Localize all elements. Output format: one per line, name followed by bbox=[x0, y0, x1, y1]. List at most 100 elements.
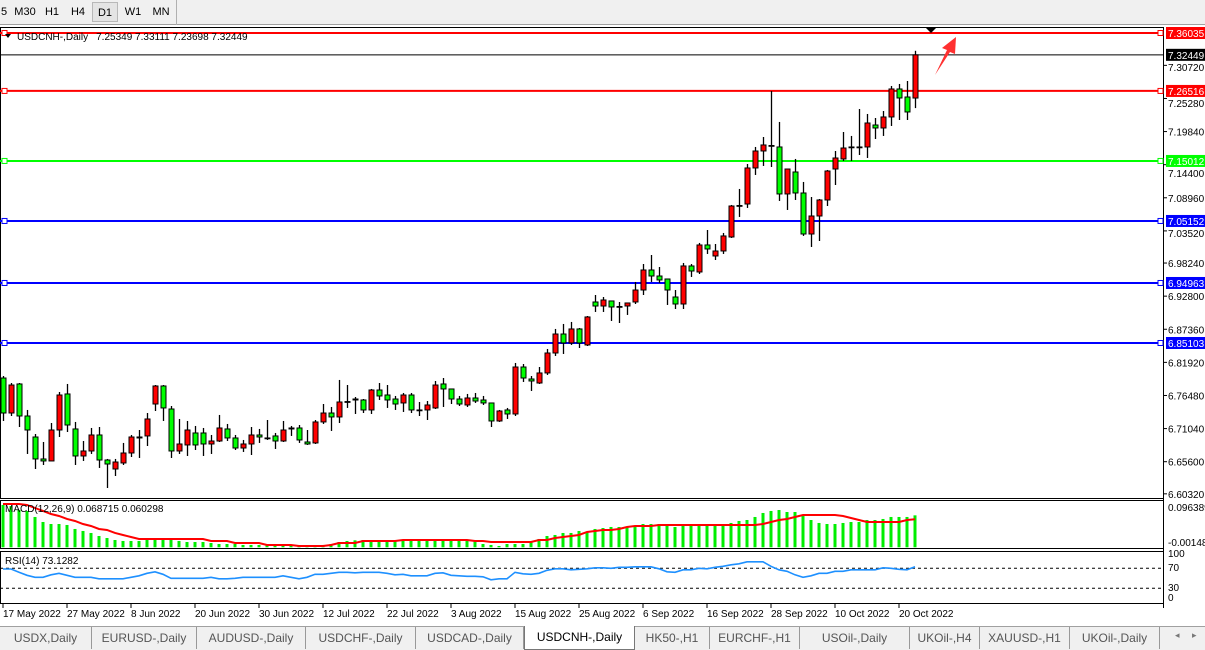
line-handle-left[interactable] bbox=[1, 157, 8, 164]
macd-histogram-bar bbox=[281, 544, 285, 548]
macd-histogram-bar bbox=[97, 536, 101, 548]
macd-histogram-bar bbox=[137, 540, 141, 548]
timeframe-button-5[interactable]: 5 bbox=[0, 6, 8, 18]
candle-bull bbox=[280, 429, 287, 442]
candle-bull bbox=[752, 150, 759, 169]
line-handle-right[interactable] bbox=[1157, 279, 1164, 286]
candle-bear bbox=[96, 434, 103, 461]
candle-bear bbox=[656, 275, 663, 281]
candle-bear bbox=[448, 388, 455, 400]
macd-histogram-bar bbox=[73, 528, 77, 548]
chart-shift-marker-icon[interactable] bbox=[926, 28, 936, 33]
macd-histogram-bar bbox=[585, 532, 589, 548]
line-handle-left[interactable] bbox=[1, 279, 8, 286]
candle-bear bbox=[64, 393, 71, 426]
timeframe-button-m30[interactable]: M30 bbox=[14, 6, 36, 18]
macd-histogram-bar bbox=[481, 544, 485, 548]
line-handle-right[interactable] bbox=[1157, 30, 1164, 36]
chart-tab[interactable]: USOil-,Daily bbox=[800, 627, 910, 649]
candle-bear bbox=[440, 383, 447, 390]
timeframe-button-mn[interactable]: MN bbox=[152, 6, 170, 18]
macd-histogram-bar bbox=[409, 540, 413, 548]
candle-bear bbox=[272, 435, 279, 442]
macd-histogram-bar bbox=[833, 524, 837, 548]
x-tick-label: 25 Aug 2022 bbox=[579, 609, 636, 620]
macd-histogram-bar bbox=[489, 544, 493, 548]
candle-bull bbox=[888, 88, 895, 118]
chart-tab[interactable]: EURUSD-,Daily bbox=[92, 627, 197, 649]
line-handle-right[interactable] bbox=[1157, 217, 1164, 224]
timeframe-button-d1[interactable]: D1 bbox=[92, 2, 118, 22]
macd-histogram-bar bbox=[713, 524, 717, 548]
chart-tab[interactable]: USDCAD-,Daily bbox=[416, 627, 524, 649]
price-level-tag bbox=[1166, 27, 1205, 39]
price-level-tag bbox=[1166, 214, 1205, 227]
price-level-tag bbox=[1166, 276, 1205, 289]
chart-tab[interactable]: UKOil-,Daily bbox=[1070, 627, 1160, 649]
macd-histogram-bar bbox=[41, 522, 45, 548]
macd-histogram-bar bbox=[113, 540, 117, 548]
macd-label: MACD(12,26,9) 0.068715 0.060298 bbox=[5, 504, 164, 515]
chart-tab[interactable]: USDCNH-,Daily bbox=[524, 626, 635, 650]
price-level-label: 7.15012 bbox=[1168, 157, 1205, 168]
macd-histogram-bar bbox=[689, 524, 693, 548]
chart-tab[interactable]: AUDUSD-,Daily bbox=[197, 627, 306, 649]
line-handle-right[interactable] bbox=[1157, 87, 1164, 94]
chart-tab[interactable]: USDCHF-,Daily bbox=[306, 627, 416, 649]
tab-scroll-right-icon[interactable]: ▸ bbox=[1192, 630, 1197, 640]
candle-bull bbox=[512, 366, 519, 415]
timeframe-button-h1[interactable]: H1 bbox=[44, 6, 60, 18]
line-handle-right[interactable] bbox=[1157, 157, 1164, 164]
x-tick-label: 3 Aug 2022 bbox=[451, 609, 502, 620]
macd-histogram-bar bbox=[849, 522, 853, 548]
macd-histogram-bar bbox=[465, 540, 469, 548]
candle-bear bbox=[560, 333, 567, 344]
macd-histogram-bar bbox=[273, 544, 277, 548]
candle-bull bbox=[80, 450, 87, 457]
line-handle-left[interactable] bbox=[1, 30, 8, 36]
candle-bull bbox=[824, 170, 831, 201]
candle-bear bbox=[704, 244, 711, 250]
chart-tab[interactable]: XAUUSD-,H1 bbox=[980, 627, 1070, 649]
tab-scroll-left-icon[interactable]: ◂ bbox=[1175, 630, 1180, 640]
candle-bull bbox=[128, 436, 135, 454]
y-tick-label: 7.08960 bbox=[1168, 194, 1205, 205]
timeframe-button-w1[interactable]: W1 bbox=[124, 6, 142, 18]
macd-histogram-bar bbox=[865, 520, 869, 548]
candle-bear bbox=[520, 366, 527, 379]
macd-histogram-bar bbox=[841, 522, 845, 548]
macd-histogram-bar bbox=[913, 515, 917, 548]
timeframe-toolbar: 5 M30 H1 H4 D1 W1 MN bbox=[0, 0, 1205, 25]
chart-tab[interactable]: UKOil-,H4 bbox=[910, 627, 980, 649]
macd-histogram-bar bbox=[225, 544, 229, 548]
line-handle-right[interactable] bbox=[1157, 339, 1164, 346]
macd-histogram-bar bbox=[385, 540, 389, 548]
macd-histogram-bar bbox=[897, 516, 901, 548]
timeframe-button-h4[interactable]: H4 bbox=[70, 6, 86, 18]
candle-bull bbox=[152, 385, 159, 405]
line-handle-left[interactable] bbox=[1, 339, 8, 346]
line-handle-left[interactable] bbox=[1, 217, 8, 224]
candle-bear bbox=[104, 459, 111, 465]
candle-bear bbox=[392, 398, 399, 405]
macd-histogram-bar bbox=[441, 540, 445, 548]
price-level-label: 7.26516 bbox=[1168, 87, 1205, 98]
candle-bull bbox=[680, 265, 687, 305]
collapse-triangle-icon[interactable] bbox=[5, 34, 11, 38]
macd-histogram-bar bbox=[761, 512, 765, 548]
candle-bear bbox=[224, 428, 231, 439]
chart-tab[interactable]: USDX,Daily bbox=[0, 627, 92, 649]
candle-bull bbox=[728, 205, 735, 238]
price-level-label: 6.85103 bbox=[1168, 339, 1205, 350]
ohlc-label: 7.25349 7.33111 7.23698 7.32449 bbox=[96, 32, 248, 43]
macd-histogram-bar bbox=[65, 524, 69, 548]
macd-histogram-bar bbox=[665, 526, 669, 548]
toolbar-separator bbox=[176, 0, 177, 25]
candle-bull bbox=[184, 429, 191, 446]
chart-tab[interactable]: HK50-,H1 bbox=[635, 627, 710, 649]
candle-bull bbox=[632, 289, 639, 303]
candle-bull bbox=[320, 412, 327, 423]
chart-tab[interactable]: EURCHF-,H1 bbox=[710, 627, 800, 649]
candle-bull bbox=[336, 401, 343, 418]
line-handle-left[interactable] bbox=[1, 87, 8, 94]
